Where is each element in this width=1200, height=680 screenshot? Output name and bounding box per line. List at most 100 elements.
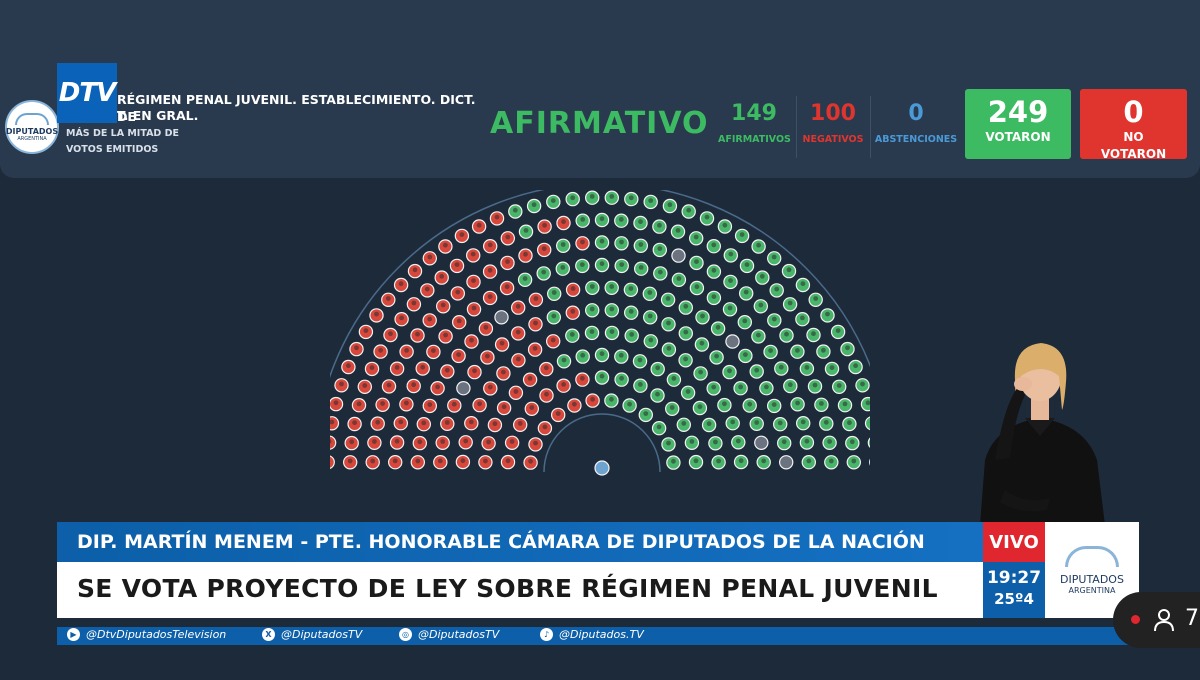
seat-portrait — [847, 420, 852, 426]
youtube-icon: ▶ — [67, 628, 80, 641]
seat-portrait — [694, 259, 699, 264]
seat-portrait — [470, 251, 476, 257]
seat-portrait — [463, 438, 469, 444]
seat-portrait — [778, 364, 784, 370]
seat-portrait — [541, 269, 547, 275]
seat-portrait — [483, 324, 489, 330]
social-x: X @DiputadosTV — [262, 628, 362, 641]
seat-portrait — [804, 365, 810, 370]
speaker-bar: DIP. MARTÍN MENEM - PTE. HONORABLE CÁMAR… — [57, 522, 983, 562]
seat-portrait — [394, 438, 400, 444]
seat-portrait — [711, 267, 717, 273]
affirmative-count: 149 AFIRMATIVOS — [718, 101, 791, 145]
headline-bar: SE VOTA PROYECTO DE LEY SOBRE RÉGIMEN PE… — [57, 562, 983, 618]
seat-portrait — [754, 367, 760, 373]
viewer-count-pill[interactable]: 73 — [1113, 592, 1200, 648]
social-youtube: ▶ @DtvDiputadosTelevision — [67, 628, 226, 641]
seat-portrait — [686, 207, 692, 213]
seat-portrait — [542, 222, 547, 228]
seat-portrait — [756, 332, 761, 338]
seat-portrait — [647, 290, 653, 295]
seat-portrait — [421, 420, 427, 426]
seat-portrait — [689, 439, 695, 444]
seat-portrait — [394, 365, 400, 370]
seat — [754, 435, 769, 450]
seat-portrait — [533, 320, 538, 326]
seat-portrait — [580, 217, 586, 222]
seat-portrait — [835, 328, 841, 333]
seat-portrait — [666, 320, 671, 326]
seat — [330, 455, 335, 470]
seat-portrait — [417, 439, 423, 445]
seat-portrait — [363, 328, 369, 333]
seat-portrait — [399, 315, 404, 321]
seat-portrait — [609, 396, 614, 402]
seat-portrait — [339, 381, 344, 387]
seat-portrait — [455, 289, 461, 295]
seat-portrait — [627, 401, 632, 407]
seat-portrait — [694, 284, 700, 290]
seat-portrait — [865, 400, 870, 406]
seat-portrait — [638, 242, 644, 247]
seat-portrait — [823, 419, 829, 425]
seat-portrait — [412, 267, 418, 273]
diputados-seal-logo: DIPUTADOS ARGENTINA — [5, 100, 59, 154]
seat-portrait — [411, 300, 417, 306]
vote-result: AFIRMATIVO — [490, 106, 709, 141]
seat-portrait — [800, 315, 805, 321]
seat-portrait — [330, 419, 335, 425]
viewer-count: 73 — [1185, 606, 1200, 631]
seat-portrait — [580, 352, 586, 358]
seat-portrait — [758, 302, 764, 308]
seat-portrait — [781, 439, 787, 445]
seat-portrait — [716, 458, 721, 464]
seat-portrait — [544, 391, 549, 397]
seat-portrait — [404, 348, 409, 353]
seat-portrait — [681, 421, 687, 426]
seat-portrait — [693, 458, 699, 464]
seat-portrait — [655, 365, 661, 371]
seat-portrait — [800, 419, 806, 425]
seat-portrait — [589, 194, 595, 199]
vote-header: DIPUTADOS ARGENTINA DTV RÉGIMEN PENAL JU… — [0, 0, 1200, 178]
seat-portrait — [656, 424, 662, 430]
seat-portrait — [333, 400, 339, 406]
seat-portrait — [504, 284, 510, 290]
chamber-seat-map — [330, 190, 870, 476]
seat-portrait — [629, 332, 635, 337]
seat — [456, 380, 471, 396]
seat-portrait — [795, 348, 800, 353]
seat-portrait — [437, 458, 443, 464]
seat-portrait — [561, 382, 566, 387]
seat-portrait — [715, 324, 721, 330]
seat-portrait — [845, 345, 850, 351]
social-handles-bar: ▶ @DtvDiputadosTelevision X @DiputadosTV ◎… — [57, 627, 1139, 645]
seat-portrait — [460, 458, 466, 464]
seat-portrait — [487, 242, 493, 248]
seat-portrait — [415, 331, 420, 337]
seat-portrait — [711, 384, 717, 390]
seat-portrait — [451, 401, 457, 407]
seat-portrait — [459, 232, 465, 237]
seat-portrait — [513, 389, 519, 394]
seat-portrait — [759, 273, 765, 279]
seat-portrait — [454, 262, 460, 267]
seat-portrait — [486, 439, 491, 445]
seat-portrait — [330, 439, 332, 444]
seat-portrait — [756, 242, 761, 248]
seat-portrait — [349, 439, 355, 445]
seat-portrait — [427, 316, 433, 322]
not-voted-box: 0 NO VOTARON — [1080, 89, 1187, 161]
seat-portrait — [743, 352, 748, 357]
seat-portrait — [738, 458, 744, 464]
seat-portrait — [706, 421, 712, 427]
seat-portrait — [476, 222, 482, 228]
seat-portrait — [771, 254, 777, 260]
seat-portrait — [722, 401, 727, 407]
x-icon: X — [262, 628, 275, 641]
seat-portrait — [516, 356, 521, 362]
seat-portrait — [787, 300, 793, 306]
bill-topic-line1: RÉGIMEN PENAL JUVENIL. ESTABLECIMIENTO. … — [117, 92, 476, 124]
seat-portrait — [657, 269, 663, 275]
seat-portrait — [471, 305, 477, 311]
